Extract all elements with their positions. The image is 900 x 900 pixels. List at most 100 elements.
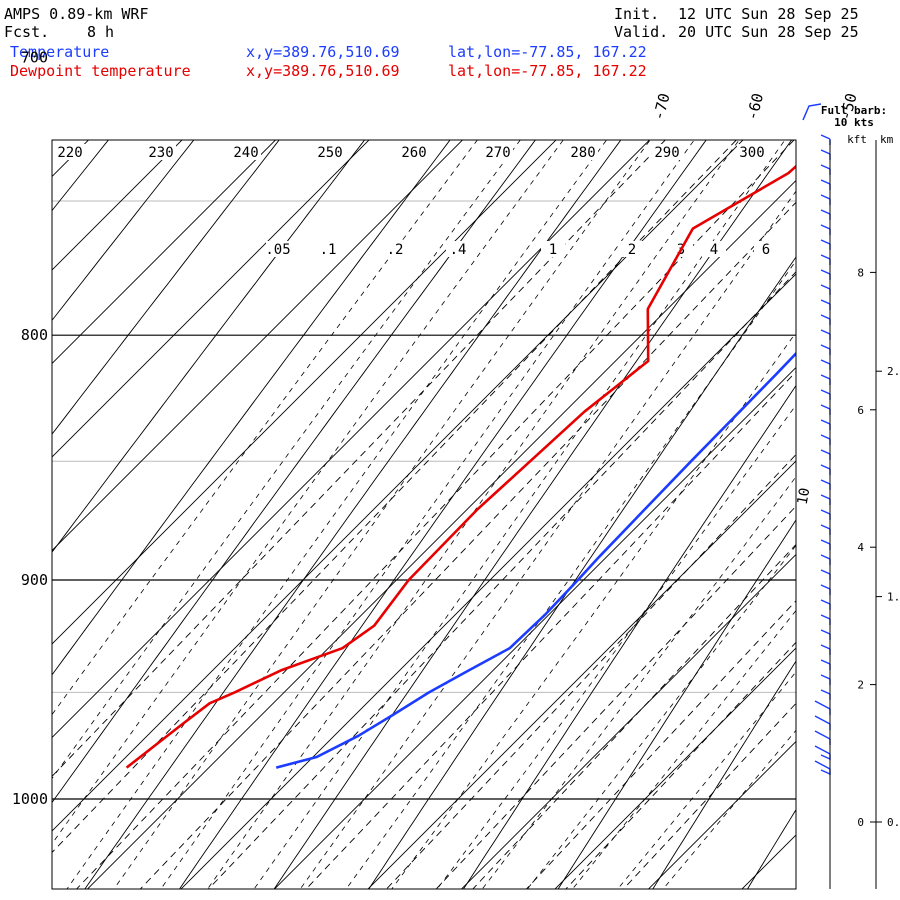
mixing-label: 2 [628, 242, 636, 258]
mixing-ratio-line [52, 140, 737, 854]
mixing-ratio-line [565, 641, 796, 889]
wind-barb [814, 760, 831, 775]
height-kft-tick: 0 [857, 816, 864, 829]
dry-adiabat [84, 140, 622, 889]
isotherm [0, 28, 107, 900]
temperature-tick-label: -70 [649, 91, 673, 122]
theta-label-bg [315, 144, 345, 160]
wind-barb [820, 449, 831, 460]
moist-adiabat [481, 476, 796, 889]
isotherm [367, 460, 796, 889]
mixing-label-bg [316, 241, 340, 257]
wind-barb [814, 730, 831, 745]
mixing-ratio-line [622, 702, 796, 889]
barb-legend-line2: 10 kts [834, 116, 874, 129]
wind-barb [820, 614, 831, 625]
isotherm [52, 140, 183, 271]
mixing-label: 6 [762, 242, 770, 258]
temperature-tick-label: -60 [743, 91, 767, 122]
dry-adiabat [273, 140, 793, 889]
wind-barb [820, 269, 831, 280]
mixing-label: .05 [265, 242, 290, 258]
isotherm [52, 140, 277, 365]
dry-adiabat [462, 384, 796, 889]
wind-barb [814, 700, 831, 715]
isotherm [86, 179, 796, 889]
moist-adiabat [345, 259, 796, 889]
isotherm [554, 647, 796, 889]
dry-adiabat [0, 28, 30, 900]
mixing-label: .1 [320, 242, 337, 258]
model-title: AMPS 0.89-km WRF [4, 5, 149, 23]
isotherm [52, 140, 651, 739]
plot-frame [51, 139, 797, 890]
wind-barb [820, 164, 831, 175]
theta-label-bg [568, 144, 598, 160]
theta-label: 240 [233, 145, 258, 161]
legend-temp-latlon: lat,lon=-77.85, 167.22 [448, 43, 647, 61]
dry-adiabat [52, 140, 536, 804]
isotherm [460, 553, 796, 889]
mixing-label-bg [446, 241, 470, 257]
theta-label-bg [737, 144, 767, 160]
dry-adiabat [824, 28, 900, 900]
theta-label-bg [399, 144, 429, 160]
wind-barb [820, 659, 831, 670]
moist-adiabat [436, 404, 796, 889]
wind-barb [820, 689, 831, 700]
mixing-ratio-line [305, 371, 796, 889]
valid-time: 20 UTC Sun 28 Sep 25 [678, 23, 859, 41]
wind-barb [820, 569, 831, 580]
temperature-profile [275, 351, 796, 769]
height-km-tick: 2. [887, 365, 900, 378]
isotherm [273, 366, 796, 889]
isotherm [180, 273, 796, 889]
mixing-ratio-line [525, 600, 796, 889]
wind-barb [820, 374, 831, 385]
wind-barb [820, 404, 831, 415]
isotherm [0, 28, 14, 900]
mixing-label-bg [620, 241, 644, 257]
dry-adiabat [178, 140, 707, 889]
dry-adiabat [52, 140, 195, 322]
mixing-ratio-line [207, 271, 796, 889]
mixing-label: .4 [450, 242, 467, 258]
wind-barb [820, 299, 831, 310]
legend-dewpoint: Dewpoint temperature [10, 62, 191, 80]
wind-barb [820, 524, 831, 535]
wind-barb [820, 389, 831, 400]
isotherm [52, 140, 370, 458]
mixing-label: .2 [387, 242, 404, 258]
height-kft-tick: 4 [857, 541, 864, 554]
forecast-hour: 8 h [87, 23, 115, 41]
wind-barb [820, 599, 831, 610]
moist-adiabat [52, 140, 521, 780]
wind-barb [820, 179, 831, 190]
height-kft-tick: 6 [857, 404, 864, 417]
theta-label-bg [652, 144, 682, 160]
mixing-label-bg [266, 241, 290, 257]
moist-adiabat-label: 10 [795, 487, 814, 506]
wind-barb [820, 359, 831, 370]
dry-adiabat [368, 256, 796, 889]
moist-adiabat [572, 609, 796, 889]
wind-barb [820, 674, 831, 685]
theta-label: 230 [148, 145, 173, 161]
dry-adiabat [52, 140, 366, 553]
isotherm [52, 140, 557, 645]
wind-barb [820, 314, 831, 325]
wind-barb [820, 239, 831, 250]
moist-adiabat [299, 190, 796, 889]
wind-barb [820, 224, 831, 235]
valid-label: Valid. [614, 23, 669, 41]
theta-label: 300 [739, 145, 764, 161]
moist-adiabat [52, 140, 564, 845]
moist-adiabat [526, 544, 796, 889]
pressure-tick-label: 800 [21, 326, 48, 344]
init-time: 12 UTC Sun 28 Sep 25 [678, 5, 859, 23]
wind-barb [820, 284, 831, 295]
theta-label-bg [55, 144, 85, 160]
init-label: Init. [614, 5, 660, 23]
mixing-ratio-line [52, 140, 666, 777]
